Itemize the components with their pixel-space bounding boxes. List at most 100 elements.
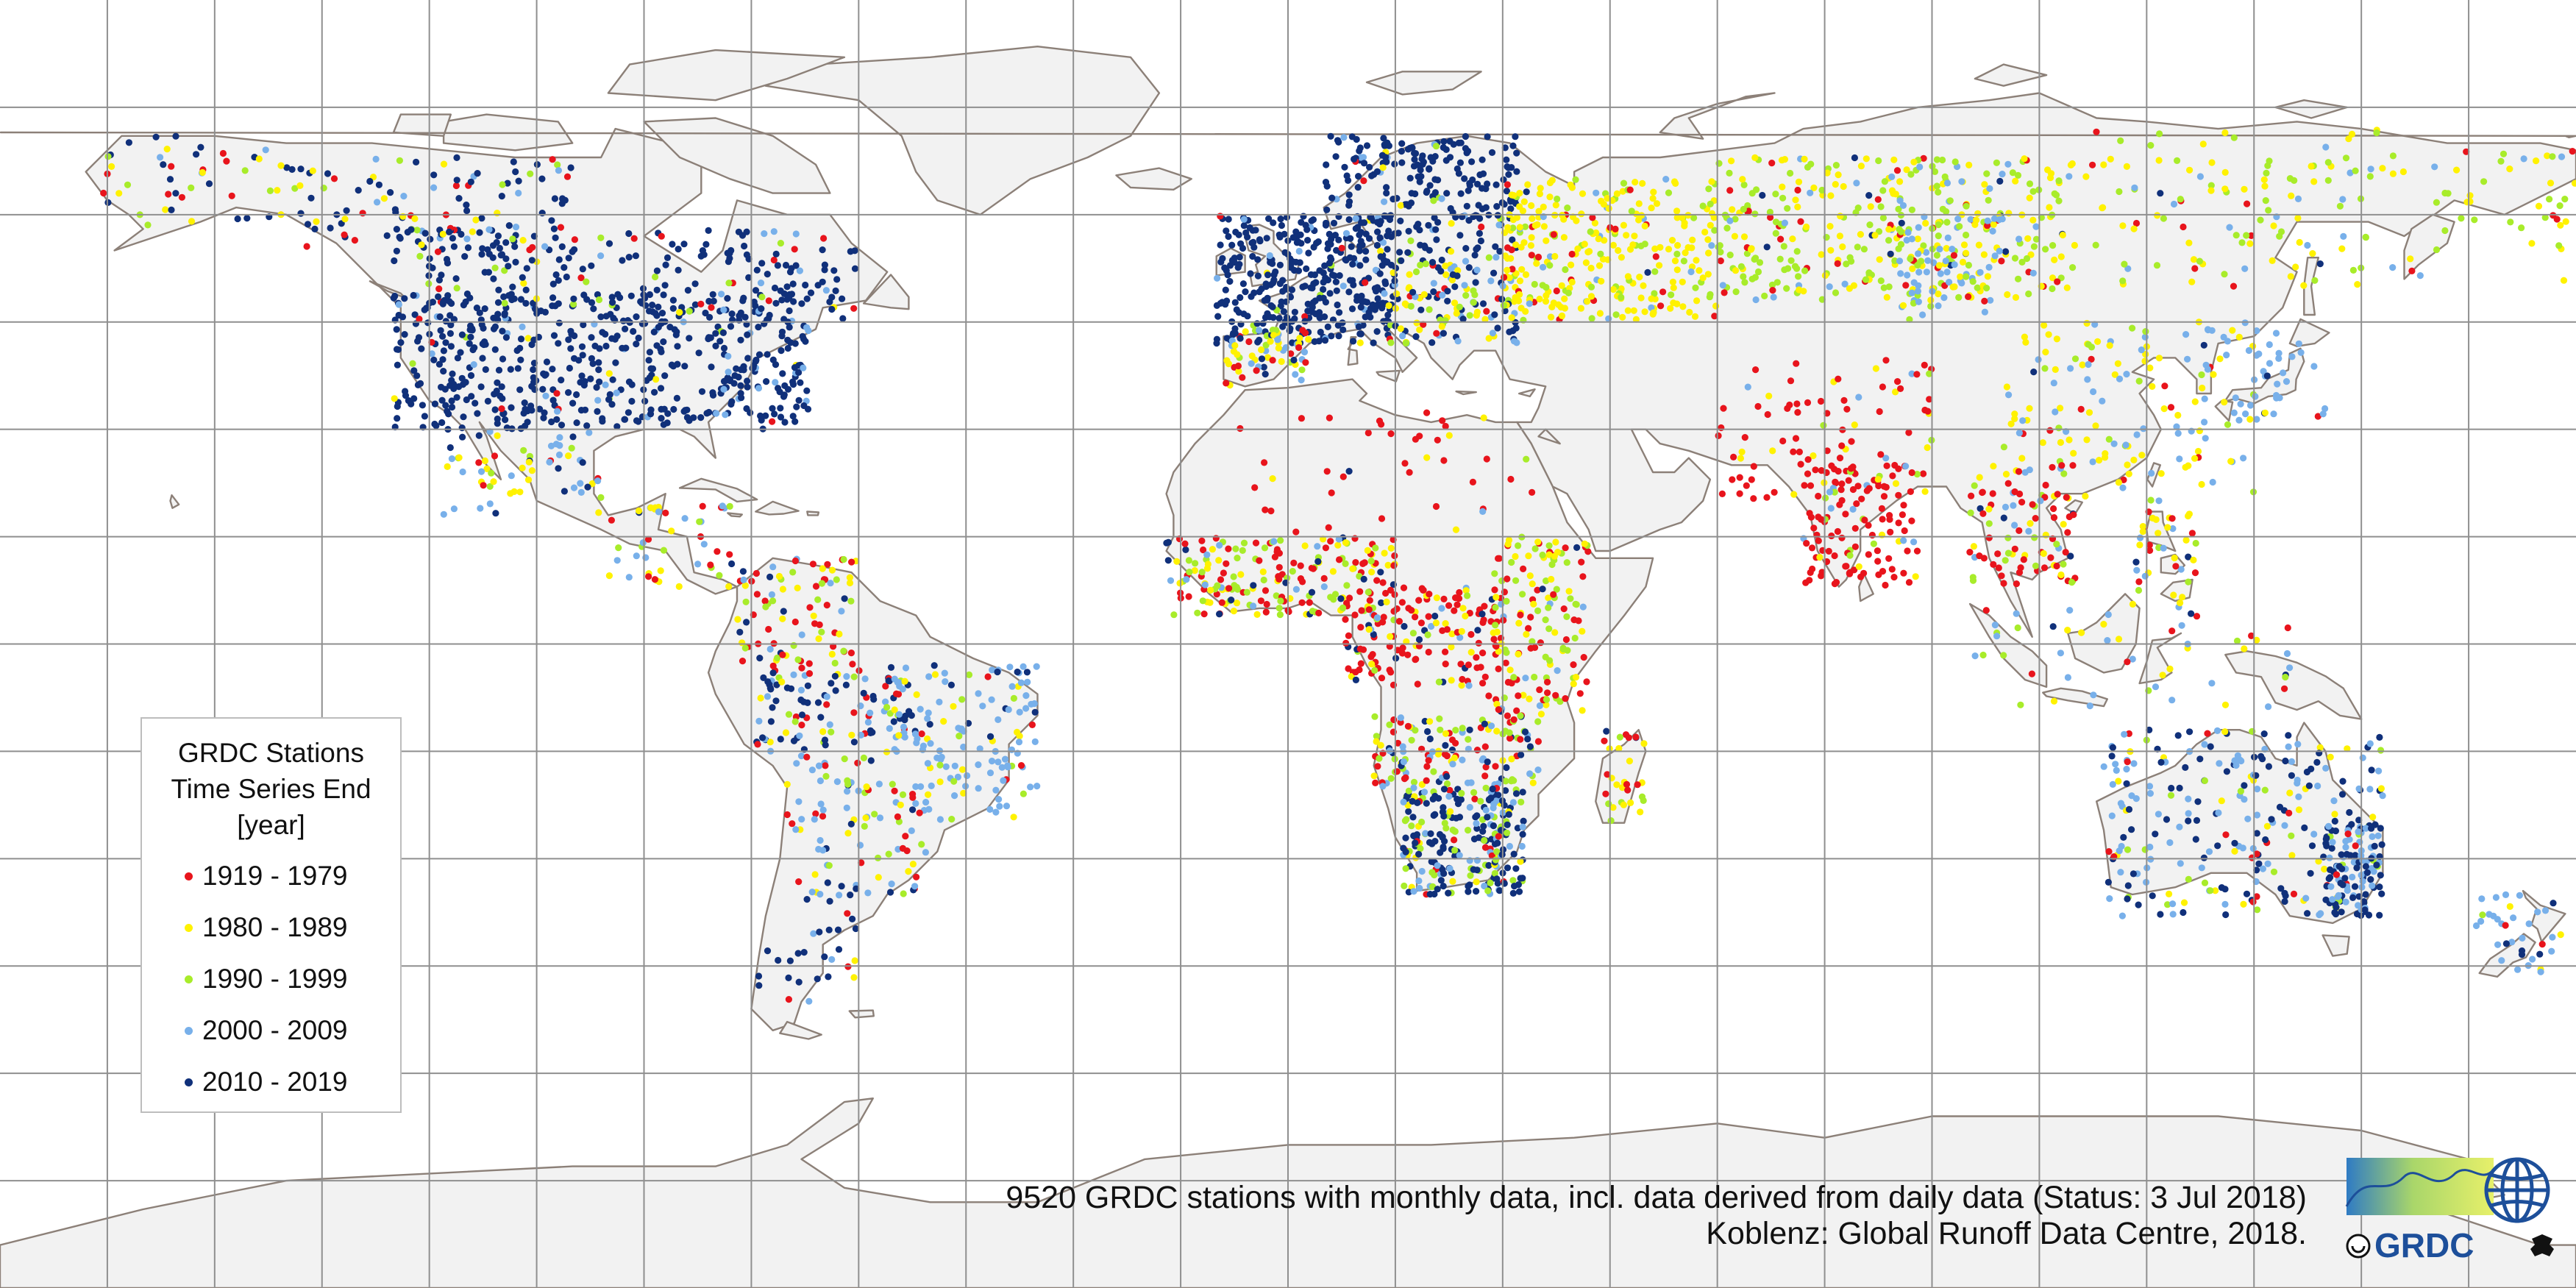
station-point <box>462 379 469 386</box>
station-point <box>995 796 1003 803</box>
station-point <box>1890 574 1898 581</box>
station-point <box>724 295 731 302</box>
station-point <box>1290 559 1298 567</box>
station-point <box>789 413 797 420</box>
station-point <box>819 565 826 572</box>
station-point <box>695 349 702 357</box>
station-point <box>726 502 733 510</box>
station-point <box>602 381 609 388</box>
station-point <box>2011 255 2019 262</box>
station-point <box>686 335 693 342</box>
station-point <box>1410 784 1417 791</box>
station-point <box>777 405 784 412</box>
station-point <box>2109 780 2116 788</box>
station-point <box>2188 278 2196 285</box>
station-point <box>569 399 577 407</box>
station-point <box>1456 303 1463 310</box>
station-point <box>1867 203 1874 210</box>
station-point <box>2533 157 2540 165</box>
station-point <box>461 253 469 260</box>
station-point <box>1261 459 1268 466</box>
land-java <box>2042 687 2108 708</box>
station-point <box>594 396 602 404</box>
station-point <box>1432 502 1440 510</box>
station-point <box>798 722 805 729</box>
station-point <box>828 650 836 658</box>
station-point <box>1295 247 1303 255</box>
station-point <box>2053 562 2060 570</box>
station-point <box>1522 271 1530 278</box>
station-point <box>2561 196 2569 203</box>
station-point <box>1239 374 1246 381</box>
station-point <box>1905 429 1913 436</box>
station-point <box>556 442 563 449</box>
station-point <box>806 604 814 611</box>
station-point <box>850 974 858 981</box>
station-point <box>1665 189 1673 196</box>
station-point <box>2155 811 2162 818</box>
station-point <box>1930 259 1938 266</box>
station-point <box>2108 812 2116 819</box>
station-point <box>1473 878 1480 886</box>
station-point <box>2100 161 2107 168</box>
station-point <box>1432 226 1440 233</box>
station-point <box>448 455 456 463</box>
station-point <box>1440 786 1448 793</box>
station-point <box>2146 790 2154 797</box>
station-point <box>791 718 799 725</box>
station-point <box>1579 627 1586 635</box>
station-point <box>517 335 525 343</box>
station-point <box>2252 393 2259 400</box>
station-point <box>820 235 828 242</box>
station-point <box>612 359 619 366</box>
station-point <box>1534 221 1541 228</box>
station-point <box>1857 231 1864 238</box>
station-point <box>330 175 338 182</box>
station-point <box>2157 190 2164 197</box>
station-point <box>1548 575 1555 583</box>
station-point <box>1362 248 1370 255</box>
station-point <box>1748 245 1755 252</box>
station-point <box>1540 223 1548 230</box>
station-point <box>447 343 455 350</box>
station-point <box>1806 510 1813 517</box>
station-point <box>1403 201 1410 208</box>
station-point <box>663 254 672 261</box>
station-point <box>816 891 824 898</box>
station-point <box>1442 620 1449 627</box>
station-point <box>1935 262 1943 269</box>
station-point <box>523 265 530 272</box>
station-point <box>2160 215 2167 222</box>
station-point <box>444 292 452 299</box>
station-point <box>2090 691 2097 699</box>
station-point <box>1605 315 1612 322</box>
station-point <box>2015 569 2024 576</box>
station-point <box>459 468 466 476</box>
station-point <box>108 163 115 170</box>
station-point <box>1398 140 1406 147</box>
station-point <box>1185 557 1192 564</box>
station-point <box>759 734 766 741</box>
station-point <box>2168 627 2176 635</box>
station-point <box>743 405 750 413</box>
station-point <box>2205 848 2213 855</box>
station-point <box>922 849 929 856</box>
station-point <box>1527 242 1534 249</box>
station-point <box>395 311 402 319</box>
station-point <box>2104 637 2111 644</box>
station-point <box>1512 577 1520 584</box>
station-point <box>519 464 526 472</box>
station-point <box>1234 555 1241 562</box>
station-point <box>1449 761 1456 768</box>
station-point <box>1022 692 1030 700</box>
station-point <box>1471 252 1479 259</box>
station-point <box>668 361 675 369</box>
station-point <box>555 319 563 327</box>
station-point <box>755 982 763 989</box>
station-point <box>452 275 460 282</box>
station-point <box>1987 296 1994 304</box>
station-point <box>700 541 708 548</box>
station-point <box>775 956 782 964</box>
station-point <box>478 251 485 258</box>
station-point <box>1017 762 1025 769</box>
